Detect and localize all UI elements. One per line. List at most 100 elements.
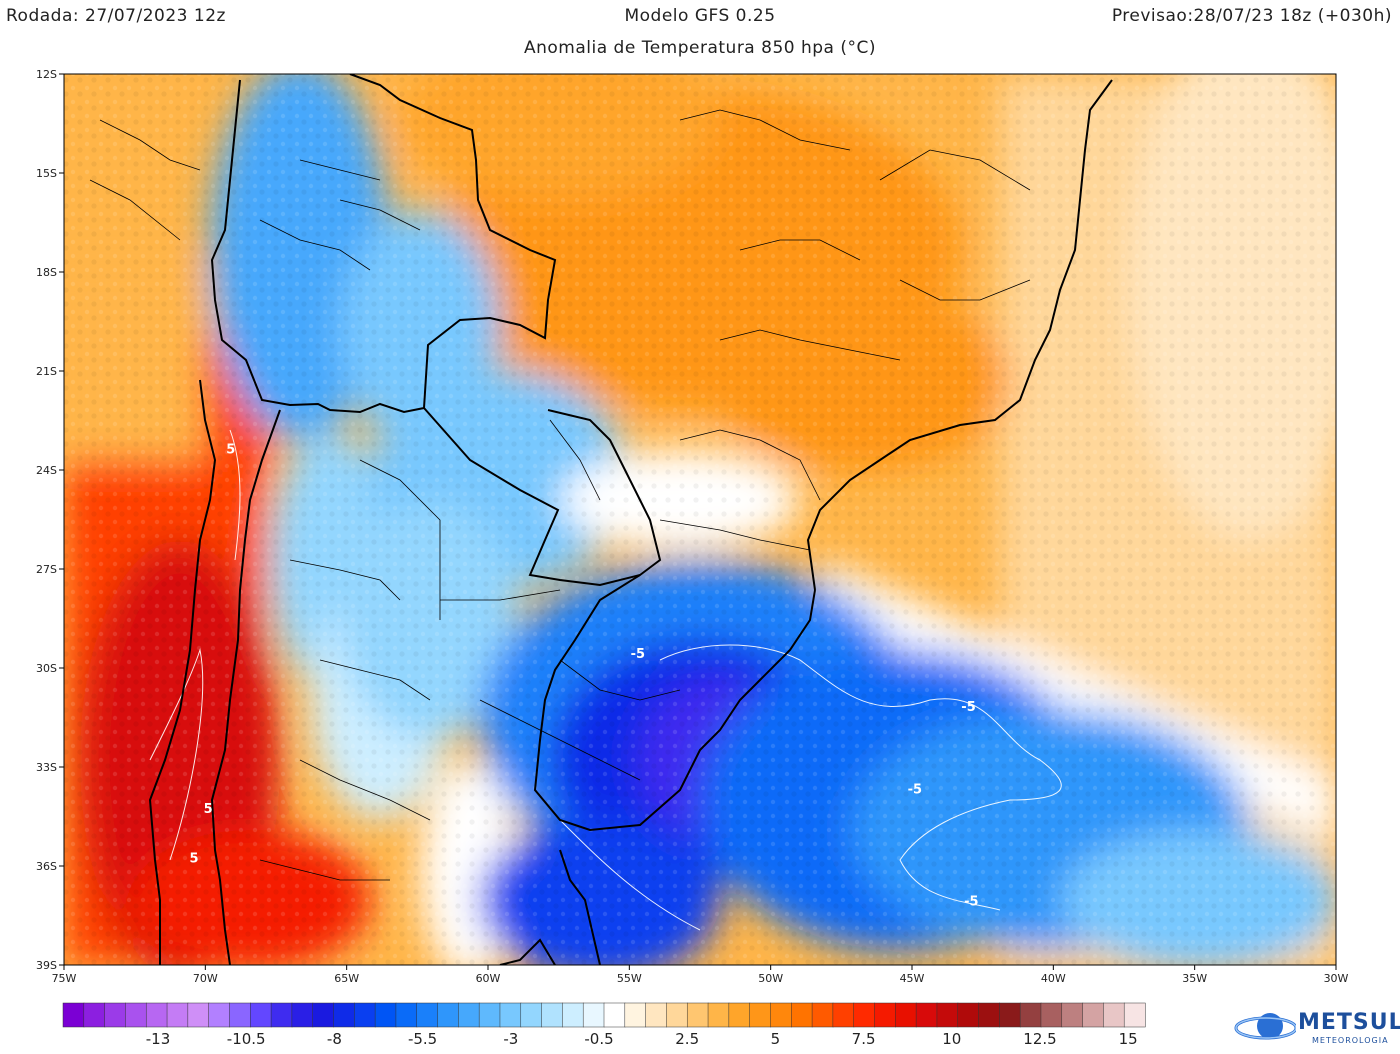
logo-text: METSUL [1298, 1010, 1400, 1035]
lat-tick-label: 18S [36, 266, 57, 279]
forecast-time-label: Previsao:28/07/23 18z (+030h) [1111, 6, 1392, 26]
colorbar-label: -13 [145, 1030, 171, 1048]
lat-tick-label: 27S [36, 563, 57, 576]
lon-tick-label: 55W [617, 972, 642, 985]
contour-label: -5 [964, 895, 978, 910]
colorbar-swatch [936, 1002, 959, 1028]
logo-subtext: METEOROLOGIA [1312, 1036, 1389, 1045]
lat-tick-label: 39S [36, 959, 57, 972]
anomaly-field: 5 5 5 -5 -5 -5 -5 [64, 74, 1336, 965]
longitude-axis: 75W 70W 65W 60W 55W 50W 45W 40W 35W 30W [52, 965, 1349, 985]
latitude-axis: 12S 15S 18S 21S 24S 27S 30S 33S 36S 39S [36, 68, 64, 972]
colorbar-swatch [749, 1002, 772, 1028]
colorbar-swatch [229, 1002, 251, 1028]
map-frame [63, 73, 1337, 966]
lon-tick-label: 60W [476, 972, 501, 985]
lat-tick-label: 12S [36, 68, 57, 81]
colorbar-swatch [832, 1002, 855, 1028]
colorbar-swatch [125, 1002, 147, 1028]
colorbar-swatch [915, 1002, 938, 1028]
map-subtitle: Anomalia de Temperatura 850 hpa (°C) [524, 38, 876, 58]
colorbar-swatch [145, 1002, 168, 1028]
colorbar-swatch [1082, 1002, 1104, 1028]
colorbar-swatch [187, 1002, 210, 1028]
colorbar-label: 12.5 [1023, 1030, 1057, 1048]
colorbar-swatch [541, 1002, 563, 1028]
colorbar-swatch [770, 1002, 792, 1028]
colorbar-swatch [478, 1002, 501, 1028]
contour-label: -5 [631, 647, 645, 662]
contour-label-group: 5 5 5 -5 -5 -5 -5 [190, 443, 979, 910]
colorbar-swatch [707, 1002, 730, 1028]
lon-tick-label: 70W [193, 972, 218, 985]
contour-label: -5 [908, 782, 922, 797]
lat-tick-label: 36S [36, 860, 57, 873]
model-title: Modelo GFS 0.25 [624, 6, 776, 26]
colorbar-swatch [437, 1002, 459, 1028]
colorbar-swatch [957, 1002, 980, 1028]
colorbar-label: -0.5 [584, 1030, 614, 1048]
colorbar-swatch [416, 1002, 439, 1028]
colorbar-swatch [791, 1002, 813, 1028]
colorbar-label: 10 [942, 1030, 962, 1048]
contour-label: 5 [190, 852, 199, 867]
colorbar-swatch [458, 1002, 480, 1028]
colorbar-label: 7.5 [851, 1030, 876, 1048]
lon-tick-label: 45W [900, 972, 925, 985]
colorbar-label: 15 [1118, 1030, 1138, 1048]
lat-tick-label: 15S [36, 167, 57, 180]
colorbar-swatch [603, 1002, 626, 1028]
colorbar-swatch [499, 1002, 522, 1028]
colorbar [62, 1002, 1146, 1028]
globe-icon [1234, 1013, 1298, 1040]
lat-tick-label: 30S [36, 662, 57, 675]
lon-tick-label: 30W [1324, 972, 1349, 985]
colorbar-swatch [645, 1002, 667, 1028]
colorbar-swatch [624, 1002, 647, 1028]
colorbar-swatch [250, 1002, 272, 1028]
colorbar-label: -8 [326, 1030, 342, 1048]
colorbar-swatch [104, 1002, 126, 1028]
contour-label: 5 [204, 802, 213, 817]
country-borders [89, 74, 1113, 965]
colorbar-swatch [582, 1002, 605, 1028]
colorbar-swatch [874, 1002, 896, 1028]
colorbar-swatch [728, 1002, 751, 1028]
colorbar-swatch [520, 1002, 543, 1028]
colorbar-label: 5 [770, 1030, 781, 1048]
lon-tick-label: 50W [758, 972, 783, 985]
colorbar-swatch [270, 1002, 293, 1028]
colorbar-swatch [978, 1002, 1000, 1028]
metsul-logo: METSUL METEOROLOGIA [1232, 1004, 1400, 1050]
colorbar-label: 2.5 [675, 1030, 700, 1048]
lon-tick-label: 35W [1182, 972, 1207, 985]
colorbar-swatch [1019, 1002, 1042, 1028]
colorbar-swatch [374, 1002, 397, 1028]
colorbar-swatch [562, 1002, 584, 1028]
colorbar-swatch [354, 1002, 376, 1028]
lon-tick-label: 65W [334, 972, 359, 985]
colorbar-swatch [811, 1002, 834, 1028]
lat-tick-label: 24S [36, 464, 57, 477]
colorbar-swatch [1040, 1002, 1063, 1028]
colorbar-swatch [1123, 1002, 1146, 1028]
colorbar-swatch [62, 1002, 85, 1028]
colorbar-label: -10.5 [226, 1030, 266, 1048]
contour-lines [149, 429, 1062, 931]
colorbar-swatch [83, 1002, 106, 1028]
colorbar-swatch [166, 1002, 189, 1028]
colorbar-swatch [208, 1002, 231, 1028]
colorbar-swatch [686, 1002, 709, 1028]
colorbar-label: -3 [503, 1030, 519, 1048]
colorbar-swatch [312, 1002, 335, 1028]
contour-label: 5 [226, 443, 235, 458]
lat-tick-label: 33S [36, 761, 57, 774]
colorbar-swatch [1103, 1002, 1125, 1028]
contour-label: -5 [961, 700, 975, 715]
colorbar-label: -5.5 [407, 1030, 438, 1048]
colorbar-swatch [395, 1002, 418, 1028]
colorbar-swatch [853, 1002, 876, 1028]
colorbar-swatch [999, 1002, 1021, 1028]
lat-tick-label: 21S [36, 365, 57, 378]
